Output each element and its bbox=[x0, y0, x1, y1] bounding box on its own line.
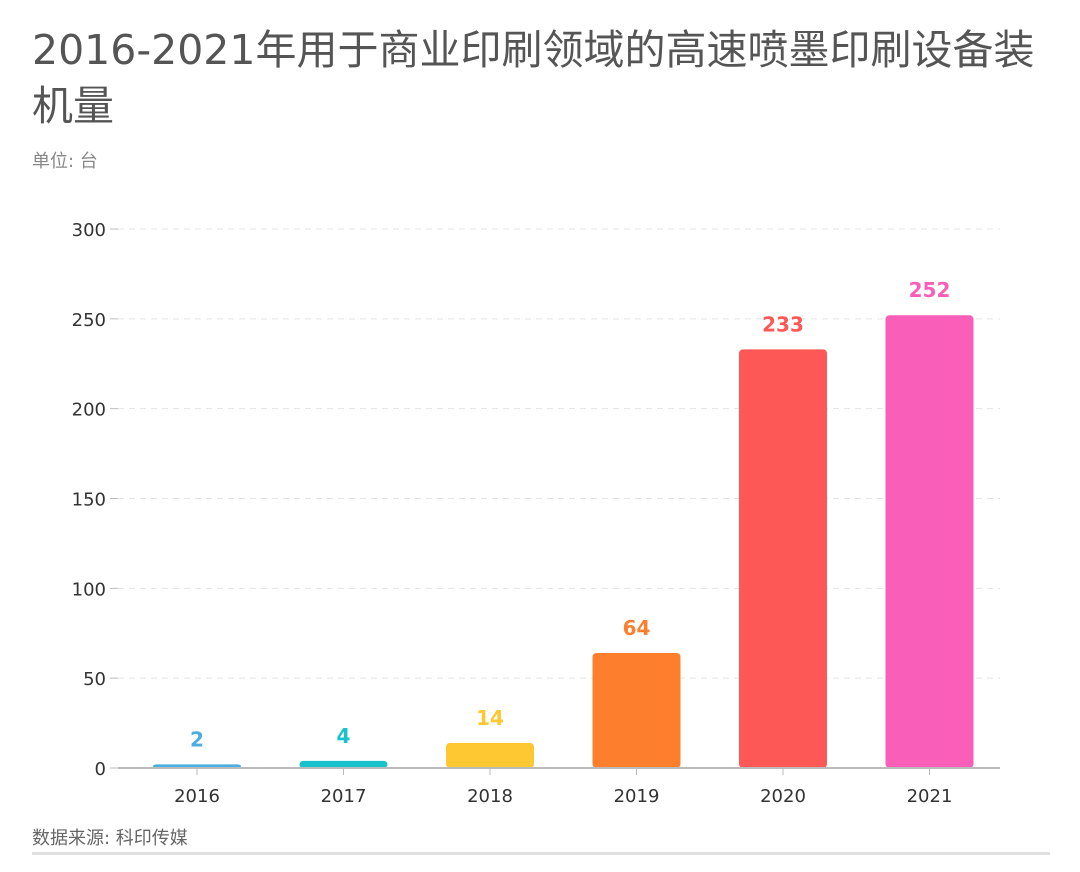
chart-title: 2016-2021年用于商业印刷领域的高速喷墨印刷设备装机量 bbox=[32, 26, 1035, 130]
bar-2019 bbox=[592, 653, 681, 768]
y-tick-label: 250 bbox=[72, 310, 106, 331]
y-tick-label: 300 bbox=[72, 220, 106, 241]
data-label-2016: 2 bbox=[190, 727, 204, 751]
x-tick-label: 2019 bbox=[614, 786, 660, 807]
source-note: 数据来源: 科印传媒 bbox=[32, 828, 188, 849]
unit-label: 单位: 台 bbox=[32, 151, 98, 172]
y-tick-label: 100 bbox=[72, 579, 106, 600]
data-label-2018: 14 bbox=[476, 706, 504, 730]
y-tick-label: 200 bbox=[72, 400, 106, 421]
bar-2017 bbox=[299, 760, 388, 768]
y-tick-label: 50 bbox=[83, 669, 106, 690]
x-tick-label: 2021 bbox=[907, 786, 953, 807]
bar-2018 bbox=[446, 742, 534, 768]
x-tick-label: 2018 bbox=[467, 786, 513, 807]
data-label-2017: 4 bbox=[337, 724, 351, 748]
data-label-2020: 233 bbox=[762, 312, 804, 336]
x-tick-label: 2020 bbox=[760, 786, 806, 807]
data-label-2021: 252 bbox=[909, 278, 951, 302]
footer-divider bbox=[32, 852, 1050, 855]
bar-2021 bbox=[885, 315, 974, 768]
x-tick-label: 2017 bbox=[321, 786, 367, 807]
x-tick-label: 2016 bbox=[174, 786, 220, 807]
bar-2020 bbox=[739, 349, 827, 768]
y-tick-label: 150 bbox=[72, 490, 106, 511]
y-tick-label: 0 bbox=[95, 759, 106, 780]
data-label-2019: 64 bbox=[623, 616, 651, 640]
